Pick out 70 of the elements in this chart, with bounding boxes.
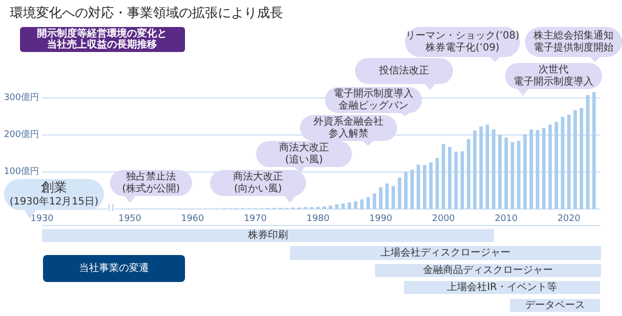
- bar: [548, 124, 552, 209]
- bar: [486, 124, 490, 209]
- annotation: 商法大改正 (追い風): [279, 142, 329, 166]
- bar: [372, 193, 376, 209]
- bar: [460, 151, 464, 209]
- x-tick-label: 1970: [244, 214, 267, 224]
- text: 当社事業の変遷: [79, 262, 149, 274]
- bar: [435, 158, 439, 209]
- bar: [530, 129, 533, 209]
- bar: [448, 146, 452, 209]
- bar: [536, 130, 540, 209]
- x-tick-label: 1960: [181, 214, 204, 224]
- bar: [479, 126, 483, 209]
- x-tick-label: 1930: [30, 214, 54, 224]
- bar: [410, 170, 414, 209]
- annotation: 独占禁止法 (株式が公開): [122, 170, 180, 194]
- bar: [567, 114, 571, 209]
- bar: [429, 162, 433, 209]
- x-tick-label: 2010: [494, 214, 518, 224]
- bar: [466, 139, 470, 209]
- chart-subtitle: 開示制度等経営環境の変化と当社売上収益の長期推移: [37, 28, 167, 50]
- bar: [542, 128, 546, 209]
- bar: [404, 172, 408, 209]
- bar: [360, 199, 364, 209]
- bar: [328, 206, 332, 209]
- bar: [517, 140, 520, 209]
- chart-title: 環境変化への対応・事業領域の拡張により成長: [10, 5, 283, 21]
- x-tick-label: 1980: [306, 214, 330, 224]
- bar: [554, 122, 558, 209]
- bar: [348, 202, 352, 209]
- bar: [504, 138, 508, 209]
- text: リーマン・ショック(’08) 株券電子化(’09): [406, 30, 520, 54]
- bar: [498, 134, 502, 209]
- y-tick-label: 200億円: [4, 129, 39, 140]
- annotation: 電子開示制度導入金融ビッグバン: [334, 88, 414, 112]
- bar: [473, 130, 477, 209]
- bar: [492, 129, 496, 209]
- bar: [341, 203, 345, 209]
- text: 株主総会招集通知電子提供制度開始: [532, 30, 614, 54]
- bar: [510, 142, 514, 209]
- bar: [442, 144, 446, 209]
- bar: [335, 204, 339, 209]
- bar: [586, 95, 590, 209]
- bar: [398, 178, 402, 209]
- text: 投信法改正: [378, 64, 429, 76]
- text: 次世代電子開示制度導入: [514, 64, 594, 88]
- bar: [416, 164, 420, 209]
- x-tick-label: 2020: [557, 214, 581, 224]
- x-tick-label: 1990: [369, 214, 392, 224]
- bar: [379, 187, 382, 209]
- annotation: 商法大改正 (向かい風): [233, 170, 283, 194]
- bar: [354, 201, 358, 209]
- bar: [366, 197, 370, 209]
- y-tick-label: 300億円: [4, 92, 39, 103]
- text: 株券印刷: [247, 229, 288, 241]
- x-tick-label: 2000: [432, 214, 456, 224]
- bar: [392, 186, 395, 209]
- bar: [322, 206, 326, 209]
- text: データベース: [525, 300, 585, 311]
- text: 上場会社ディスクロージャー: [380, 246, 510, 258]
- annotation: 創業 (1930年12月15日): [10, 180, 98, 208]
- bar: [422, 164, 426, 209]
- x-tick-label: 1950: [118, 214, 142, 224]
- text: 上場会社IR・イベント等: [447, 281, 557, 293]
- annotation: 外資系金融会社参入解禁: [314, 116, 384, 140]
- text: 金融商品ディスクロージャー: [423, 264, 553, 276]
- bar: [560, 116, 564, 209]
- bar: [573, 110, 577, 209]
- y-tick-label: 100億円: [4, 166, 39, 177]
- bar: [580, 108, 584, 209]
